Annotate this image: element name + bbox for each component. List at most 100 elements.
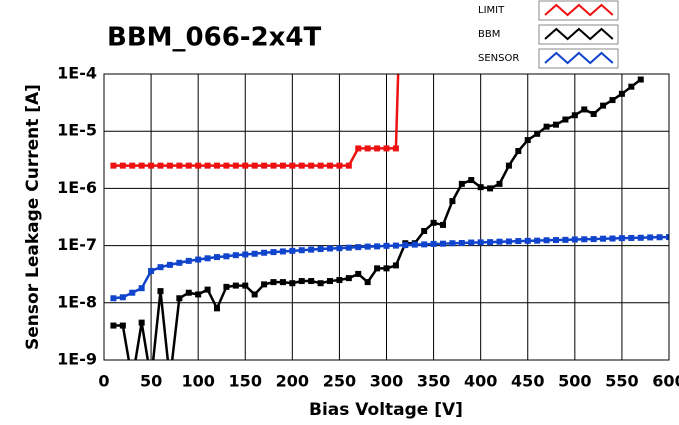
marker: [571, 112, 578, 119]
marker: [204, 286, 211, 293]
marker: [185, 257, 192, 264]
legend-swatch-frame: [538, 0, 619, 21]
marker: [110, 322, 117, 329]
marker: [600, 102, 607, 109]
marker: [600, 235, 607, 242]
marker: [590, 110, 597, 117]
marker: [505, 238, 512, 245]
marker: [656, 234, 663, 241]
marker: [534, 237, 541, 244]
marker: [232, 162, 239, 169]
marker: [364, 279, 371, 286]
y-tick-label: 1E-9: [57, 350, 97, 369]
marker: [279, 279, 286, 286]
marker: [647, 234, 654, 241]
plot-frame: [103, 73, 670, 361]
marker: [392, 145, 399, 152]
marker: [279, 162, 286, 169]
marker: [261, 281, 268, 288]
marker: [487, 239, 494, 246]
marker: [628, 83, 635, 90]
marker: [449, 198, 456, 205]
marker: [374, 243, 381, 250]
x-tick-label: 600: [652, 372, 679, 391]
legend-label: BBM: [478, 29, 500, 40]
marker: [524, 137, 531, 144]
marker: [628, 234, 635, 241]
chart-title: BBM_066-2x4T: [107, 23, 322, 53]
marker: [383, 265, 390, 272]
marker: [666, 234, 669, 241]
marker: [242, 282, 249, 289]
marker: [232, 282, 239, 289]
marker: [166, 162, 173, 169]
marker: [430, 240, 437, 247]
legend-label: LIMIT: [478, 5, 505, 16]
marker: [487, 185, 494, 192]
marker: [402, 242, 409, 249]
x-axis-title: Bias Voltage [V]: [309, 400, 463, 420]
marker: [317, 246, 324, 253]
marker: [185, 289, 192, 296]
marker: [553, 121, 559, 128]
x-tick-label: 400: [464, 372, 497, 391]
marker: [298, 162, 305, 169]
marker: [157, 288, 164, 295]
marker: [515, 148, 522, 155]
marker: [129, 289, 136, 296]
marker: [411, 241, 418, 248]
x-tick-label: 450: [511, 372, 544, 391]
x-tick-label: 250: [323, 372, 356, 391]
marker: [637, 76, 644, 83]
marker: [581, 236, 588, 243]
y-axis-title: Sensor Leakage Current [A]: [23, 84, 43, 350]
marker: [505, 162, 512, 169]
marker: [355, 244, 362, 251]
plot-area: [104, 74, 669, 360]
marker: [421, 227, 428, 234]
marker: [336, 277, 343, 284]
marker: [336, 162, 343, 169]
marker: [308, 246, 315, 253]
marker: [515, 238, 522, 245]
marker: [345, 275, 352, 282]
marker: [289, 247, 296, 254]
marker: [327, 245, 333, 252]
y-tick-label: 1E-5: [57, 121, 97, 140]
marker: [562, 116, 569, 123]
marker: [364, 243, 371, 250]
x-tick-label: 50: [140, 372, 162, 391]
x-tick-label: 300: [370, 372, 403, 391]
marker: [618, 235, 625, 242]
marker: [440, 221, 446, 228]
marker: [298, 247, 305, 254]
x-tick-label: 200: [276, 372, 309, 391]
marker: [195, 162, 202, 169]
marker: [308, 162, 315, 169]
marker: [468, 239, 475, 246]
marker: [317, 280, 324, 287]
marker: [477, 239, 484, 246]
legend-swatch: [544, 3, 614, 17]
marker: [138, 162, 145, 169]
marker: [590, 236, 597, 243]
marker: [251, 250, 258, 257]
marker: [449, 240, 456, 247]
marker: [355, 270, 362, 277]
marker: [119, 162, 126, 169]
marker: [157, 162, 164, 169]
y-tick-label: 1E-7: [57, 235, 97, 254]
marker: [223, 283, 230, 290]
marker: [261, 249, 268, 256]
marker: [327, 278, 333, 285]
marker: [166, 261, 173, 268]
marker: [524, 237, 531, 244]
marker: [261, 162, 268, 169]
marker: [496, 238, 503, 245]
marker: [345, 244, 352, 251]
marker: [543, 123, 550, 130]
marker: [637, 234, 644, 241]
y-tick-label: 1E-4: [57, 64, 97, 83]
marker: [270, 279, 277, 286]
